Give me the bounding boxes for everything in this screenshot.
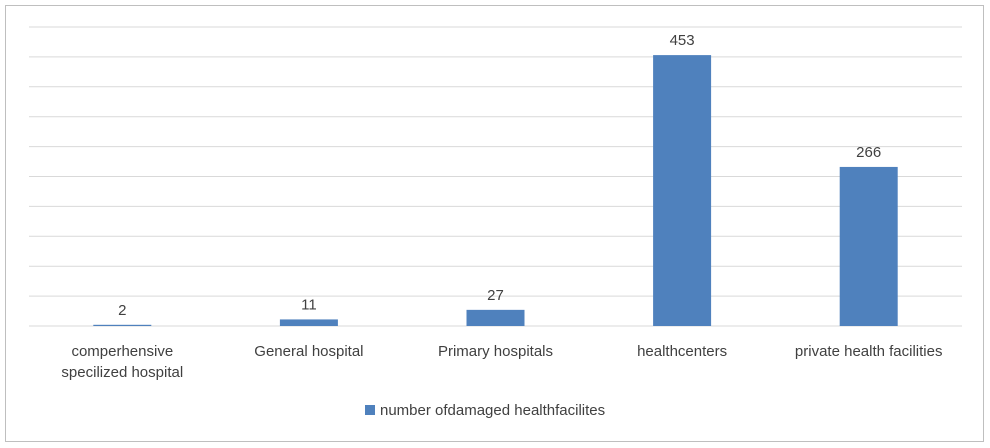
data-label: 2: [118, 302, 126, 319]
gridlines: [29, 26, 962, 327]
category-label: General hospital: [254, 343, 363, 360]
legend-label: number ofdamaged healthfacilites: [380, 402, 605, 419]
bar: [279, 319, 338, 326]
bar: [466, 309, 525, 326]
data-label: 11: [301, 296, 317, 313]
category-label: Primary hospitals: [438, 343, 553, 360]
bar: [93, 324, 152, 326]
chart-frame: [5, 5, 984, 442]
data-label: 266: [856, 144, 881, 161]
legend: number ofdamaged healthfacilites: [365, 402, 605, 419]
data-label: 453: [670, 32, 695, 49]
category-label: specilized hospital: [61, 364, 183, 381]
bar: [839, 166, 898, 326]
bar: [653, 55, 712, 327]
legend-swatch: [365, 405, 375, 415]
category-label: comperhensive: [71, 343, 173, 360]
data-label: 27: [487, 287, 504, 304]
data-labels: 2 11 27 453 266: [118, 32, 881, 319]
category-label: healthcenters: [637, 343, 727, 360]
bars: [93, 55, 898, 327]
category-labels: comperhensive specilized hospital General …: [61, 343, 942, 381]
category-label: private health facilities: [795, 343, 943, 360]
